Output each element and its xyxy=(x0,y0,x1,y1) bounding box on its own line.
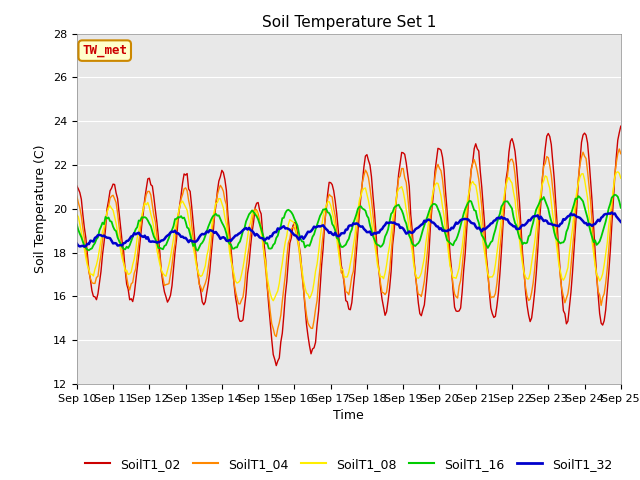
Text: TW_met: TW_met xyxy=(82,44,127,57)
SoilT1_08 xyxy=(552,236,559,241)
SoilT1_04 xyxy=(384,278,392,284)
SoilT1_02 xyxy=(73,183,81,189)
SoilT1_04 xyxy=(552,219,559,225)
SoilT1_32 xyxy=(176,232,184,238)
Line: SoilT1_32: SoilT1_32 xyxy=(77,213,621,247)
SoilT1_16 xyxy=(174,214,182,220)
SoilT1_08 xyxy=(269,298,277,304)
SoilT1_08 xyxy=(73,212,81,217)
SoilT1_02 xyxy=(273,363,280,369)
SoilT1_02 xyxy=(384,298,392,303)
X-axis label: Time: Time xyxy=(333,409,364,422)
SoilT1_32 xyxy=(617,219,625,225)
SoilT1_16 xyxy=(611,192,619,198)
SoilT1_04 xyxy=(174,212,182,217)
Legend: SoilT1_02, SoilT1_04, SoilT1_08, SoilT1_16, SoilT1_32: SoilT1_02, SoilT1_04, SoilT1_08, SoilT1_… xyxy=(81,453,617,476)
SoilT1_08 xyxy=(384,252,392,257)
Line: SoilT1_16: SoilT1_16 xyxy=(77,195,621,251)
SoilT1_08 xyxy=(617,175,625,181)
SoilT1_02 xyxy=(617,123,625,129)
SoilT1_32 xyxy=(73,240,81,246)
Line: SoilT1_08: SoilT1_08 xyxy=(77,172,621,301)
SoilT1_04 xyxy=(617,151,625,156)
SoilT1_08 xyxy=(614,169,621,175)
SoilT1_02 xyxy=(415,300,422,306)
SoilT1_32 xyxy=(608,210,616,216)
SoilT1_16 xyxy=(194,248,202,253)
SoilT1_16 xyxy=(415,240,422,246)
SoilT1_08 xyxy=(403,207,410,213)
SoilT1_02 xyxy=(88,288,96,294)
SoilT1_16 xyxy=(88,246,96,252)
SoilT1_32 xyxy=(552,223,559,228)
SoilT1_32 xyxy=(403,231,410,237)
Y-axis label: Soil Temperature (C): Soil Temperature (C) xyxy=(35,144,47,273)
SoilT1_32 xyxy=(90,239,97,244)
SoilT1_16 xyxy=(384,227,392,232)
SoilT1_16 xyxy=(552,235,559,241)
SoilT1_08 xyxy=(174,213,182,218)
Line: SoilT1_04: SoilT1_04 xyxy=(77,149,621,336)
SoilT1_04 xyxy=(616,146,623,152)
SoilT1_08 xyxy=(415,276,422,281)
Line: SoilT1_02: SoilT1_02 xyxy=(77,126,621,366)
SoilT1_04 xyxy=(273,334,280,339)
SoilT1_16 xyxy=(617,205,625,211)
SoilT1_32 xyxy=(384,220,392,226)
SoilT1_02 xyxy=(403,160,410,166)
SoilT1_02 xyxy=(552,202,559,207)
SoilT1_04 xyxy=(415,291,422,297)
SoilT1_08 xyxy=(88,271,96,277)
SoilT1_02 xyxy=(174,217,182,223)
SoilT1_32 xyxy=(415,225,422,230)
SoilT1_32 xyxy=(81,244,88,250)
SoilT1_04 xyxy=(88,280,96,286)
SoilT1_16 xyxy=(403,221,410,227)
SoilT1_04 xyxy=(73,193,81,199)
SoilT1_04 xyxy=(403,180,410,185)
SoilT1_16 xyxy=(73,222,81,228)
Title: Soil Temperature Set 1: Soil Temperature Set 1 xyxy=(262,15,436,30)
